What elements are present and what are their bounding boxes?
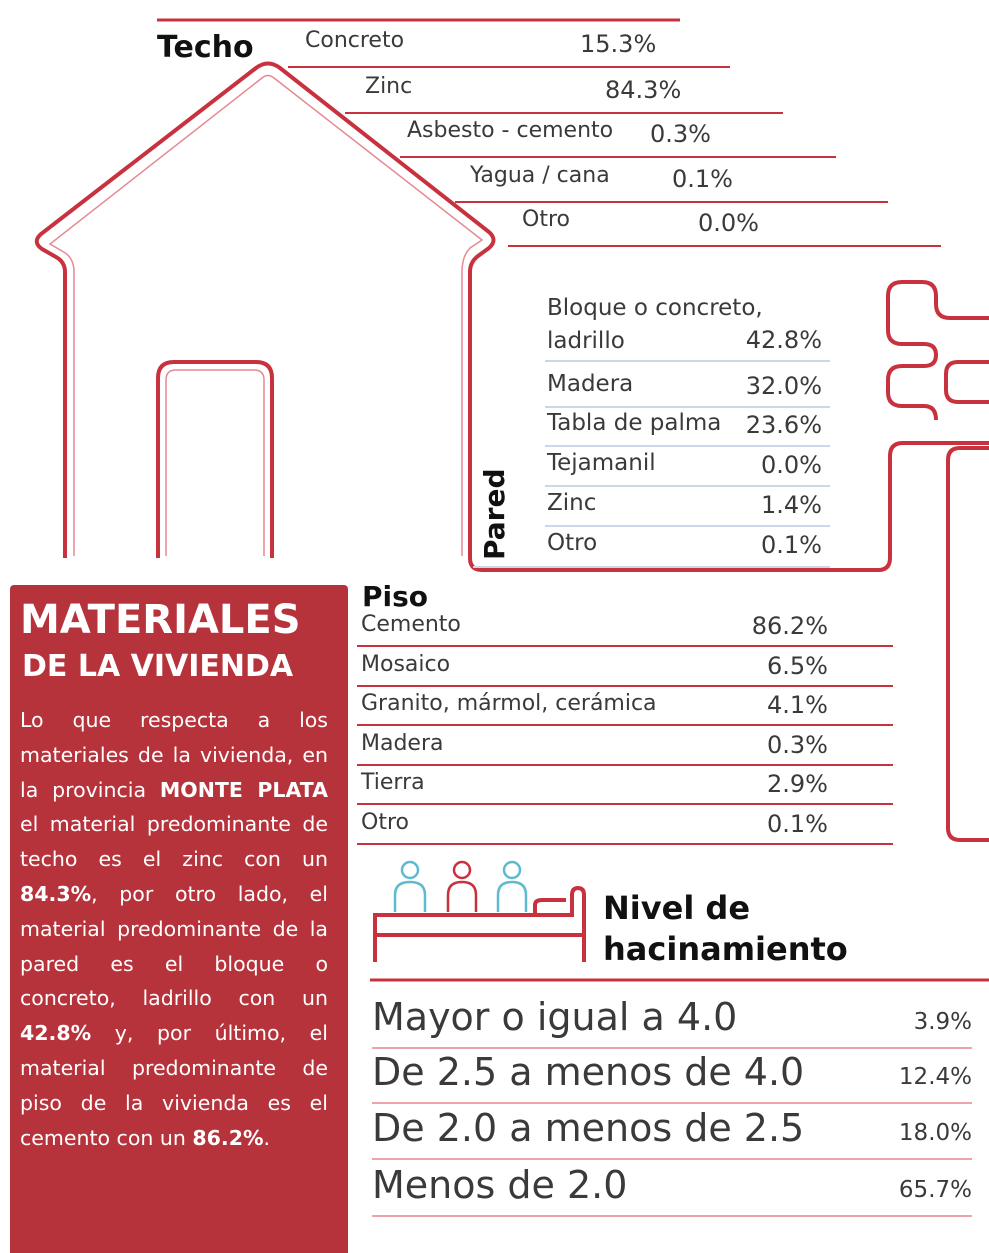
pared-label: Zinc (547, 490, 597, 516)
techo-label: Zinc (365, 74, 413, 99)
piso-rule (357, 843, 893, 845)
piso-rule (357, 684, 893, 687)
piso-label: Granito, mármol, cerámica (361, 691, 657, 717)
techo-rule (345, 112, 783, 114)
hacinamiento-value: 65.7% (898, 1177, 972, 1203)
pared-value: 32.0% (745, 372, 822, 400)
pared-rule (545, 525, 830, 527)
techo-value: 15.3% (580, 30, 657, 58)
techo-label: Asbesto - cemento (407, 118, 614, 143)
hacinamiento-rule (372, 1047, 972, 1049)
techo-title: Techo (157, 30, 254, 65)
hacinamiento-label: De 2.5 a menos de 4.0 (372, 1050, 805, 1094)
door (156, 360, 274, 558)
paragraph-text: el material predominante de techo es el … (20, 812, 328, 872)
paragraph-bold: 42.8% (20, 1021, 92, 1046)
hacinamiento-value: 3.9% (913, 1009, 972, 1035)
paragraph-text: Lo que respecta a los materiales de la v… (20, 708, 328, 802)
piso-label: Cemento (361, 612, 461, 637)
piso-rule (357, 724, 893, 727)
techo-rule (400, 156, 836, 158)
piso-label: Mosaico (361, 651, 451, 677)
piso-title: Piso (362, 580, 429, 613)
hacinamiento-value: 12.4% (898, 1064, 972, 1090)
pared-value: 0.1% (761, 531, 822, 559)
wave-decoration (944, 360, 989, 404)
pared-value: 1.4% (761, 491, 822, 519)
techo-value: 0.3% (650, 120, 711, 148)
pared-rule (545, 485, 830, 487)
pared-label: Otro (547, 530, 598, 556)
hacinamiento-rule (372, 1215, 972, 1217)
paragraph-bold: 86.2% (192, 1125, 264, 1150)
techo-rule (288, 66, 730, 68)
piso-rule (357, 803, 893, 806)
pared-label: Madera (547, 371, 634, 397)
side-subtitle: DE LA VIVIENDA (22, 649, 294, 684)
pared-value: 42.8% (745, 326, 822, 354)
hacinamiento-rule (372, 1102, 972, 1104)
pared-rule (545, 406, 830, 408)
piso-label: Otro (361, 810, 409, 835)
side-box: MATERIALES DE LA VIVIENDA Lo que respect… (10, 585, 348, 1253)
techo-rule (455, 201, 888, 203)
hacinamiento-title: Nivel de hacinamiento (603, 889, 848, 968)
wave-decoration (886, 280, 989, 421)
piso-value: 2.9% (767, 770, 828, 799)
pared-label: Bloque o concreto, ladrillo (547, 295, 763, 354)
techo-value: 84.3% (605, 76, 682, 104)
paragraph-text: y, por último, el material predominante … (20, 1021, 328, 1150)
piso-label: Madera (361, 730, 444, 756)
piso-value: 0.3% (767, 730, 828, 759)
techo-label: Concreto (305, 28, 405, 53)
piso-value: 6.5% (767, 651, 828, 680)
paragraph-text: , por otro lado, el material predominant… (20, 881, 328, 1011)
paragraph-bold: 84.3% (20, 881, 92, 906)
pared-value: 23.6% (745, 411, 822, 439)
piso-label: Tierra (361, 770, 425, 796)
wave-decoration (946, 446, 989, 842)
house-inner (48, 74, 484, 556)
paragraph-bold: MONTE PLATA (159, 777, 328, 802)
hacinamiento-label: Mayor o igual a 4.0 (372, 995, 738, 1039)
bed-icon (373, 885, 586, 962)
side-paragraph: Lo que respecta a los materiales de la v… (20, 703, 328, 1155)
pared-rule (545, 445, 830, 447)
piso-value: 86.2% (751, 612, 828, 640)
house-outline (34, 61, 989, 572)
techo-value: 0.1% (672, 165, 733, 193)
piso-value: 0.1% (767, 810, 828, 838)
hacinamiento-label: De 2.0 a menos de 2.5 (372, 1106, 805, 1150)
piso-value: 4.1% (767, 691, 828, 720)
techo-rule (508, 245, 941, 247)
paragraph-text: . (263, 1125, 271, 1150)
techo-label: Otro (522, 207, 570, 232)
pared-value: 0.0% (761, 451, 822, 479)
hacinamiento-label: Menos de 2.0 (372, 1163, 628, 1207)
pared-rule (545, 360, 830, 362)
pared-label: Tejamanil (547, 450, 656, 476)
door-inner (165, 369, 265, 556)
piso-rule (357, 763, 893, 766)
techo-value: 0.0% (698, 209, 759, 237)
techo-label: Yagua / cana (470, 163, 610, 188)
side-title: MATERIALES (20, 597, 301, 643)
hacinamiento-value: 18.0% (898, 1120, 972, 1146)
people-icon (393, 860, 528, 912)
pared-label: Tabla de palma (547, 410, 722, 436)
hacinamiento-rule (372, 1158, 972, 1160)
piso-rule (357, 645, 893, 647)
pared-title: Pared (478, 468, 511, 560)
